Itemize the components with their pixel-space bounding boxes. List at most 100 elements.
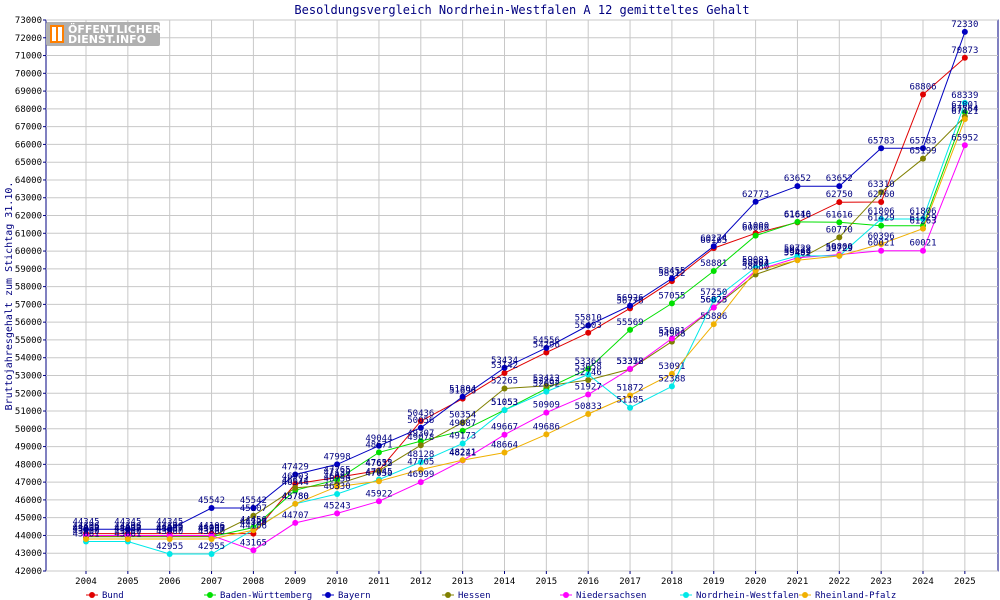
data-label: 61263 (909, 217, 936, 227)
data-label: 61429 (868, 214, 895, 224)
data-point (585, 411, 592, 418)
data-label: 60021 (909, 239, 936, 249)
data-label: 49686 (533, 422, 560, 432)
data-label: 46544 (282, 478, 309, 488)
x-tick-label: 2008 (243, 577, 265, 587)
data-label: 51696 (449, 387, 476, 397)
legend-marker (683, 592, 689, 598)
x-tick-label: 2007 (201, 577, 223, 587)
data-point (459, 419, 466, 426)
data-point (668, 335, 675, 342)
data-point (920, 215, 926, 222)
data-point (417, 459, 424, 466)
data-label: 53372 (617, 357, 644, 367)
data-point (501, 431, 508, 438)
data-point (208, 505, 215, 512)
data-label: 43937 (156, 525, 183, 535)
data-label: 46750 (324, 475, 351, 485)
data-point (375, 498, 382, 505)
data-label: 45780 (282, 492, 309, 502)
data-point (710, 304, 717, 311)
logo-text-line1: ÖFFENTLICHER (68, 23, 161, 36)
data-label: 49173 (449, 432, 476, 442)
data-point (836, 183, 843, 190)
chart-title: Besoldungsvergleich Nordrhein-Westfalen … (294, 3, 749, 17)
data-point (543, 344, 550, 351)
legend-label: Niedersachsen (576, 591, 646, 600)
data-point (83, 536, 89, 543)
data-label: 59622 (784, 246, 811, 256)
data-label: 54556 (533, 336, 560, 346)
series-line (86, 57, 966, 535)
data-label: 58455 (658, 267, 685, 277)
data-point (752, 267, 759, 274)
data-label: 51804 (449, 385, 476, 395)
axes: 42000 43000 44000 45000 46000 47000 48000 49000… (15, 16, 976, 587)
data-label: 63652 (826, 174, 853, 184)
y-tick-label: 65000 (15, 158, 42, 168)
data-label: 58680 (742, 263, 769, 273)
data-point (710, 267, 717, 274)
data-label: 56825 (700, 295, 727, 305)
data-label: 65199 (909, 147, 936, 157)
data-label: 61640 (784, 210, 811, 220)
data-point (585, 329, 592, 336)
series-lines (83, 28, 968, 558)
data-label: 44300 (240, 518, 267, 528)
x-tick-label: 2022 (828, 577, 850, 587)
data-label: 68806 (909, 83, 936, 93)
data-point (920, 225, 926, 232)
data-label: 60021 (868, 239, 895, 249)
y-tick-label: 46000 (15, 496, 42, 506)
x-tick-label: 2016 (577, 577, 599, 587)
data-point (752, 232, 759, 239)
data-label: 45922 (365, 489, 392, 499)
y-tick-label: 49000 (15, 443, 42, 453)
data-label: 48241 (449, 448, 476, 458)
y-tick-label: 59000 (15, 265, 42, 275)
data-point (124, 526, 131, 533)
data-label: 53364 (575, 357, 602, 367)
x-tick-label: 2004 (75, 577, 97, 587)
data-point (961, 116, 968, 123)
data-point (668, 300, 675, 307)
data-point (292, 519, 299, 526)
data-label: 63652 (784, 174, 811, 184)
data-point (501, 449, 508, 456)
site-logo[interactable]: ÖFFENTLICHER DIENST.INFO (46, 22, 161, 46)
data-label: 50833 (575, 402, 602, 412)
data-label: 59729 (826, 244, 853, 254)
data-label: 45107 (240, 504, 267, 514)
data-point (334, 483, 341, 490)
data-label: 53434 (491, 356, 518, 366)
series-line (86, 31, 966, 530)
legend-marker (802, 592, 808, 598)
data-label: 59729 (784, 244, 811, 254)
data-point (543, 388, 550, 395)
data-label: 47998 (324, 452, 351, 462)
data-point (166, 551, 173, 558)
data-label: 61806 (909, 207, 936, 217)
data-label: 53358 (617, 357, 644, 367)
data-label: 47130 (324, 468, 351, 478)
data-label: 44106 (114, 522, 141, 532)
logo-icon (50, 25, 64, 43)
data-label: 48671 (365, 440, 392, 450)
x-tick-label: 2011 (368, 577, 390, 587)
data-point (334, 461, 341, 468)
y-tick-label: 54000 (15, 354, 42, 364)
data-point (878, 189, 885, 196)
data-label: 61616 (784, 210, 811, 220)
data-label: 55403 (575, 321, 602, 331)
data-point (375, 467, 382, 474)
y-tick-label: 64000 (15, 176, 42, 186)
data-point (878, 241, 885, 248)
data-label: 46330 (324, 482, 351, 492)
y-tick-label: 67000 (15, 123, 42, 133)
data-point (375, 442, 382, 449)
data-point (627, 302, 634, 309)
data-point (961, 28, 968, 35)
data-label: 62750 (826, 190, 853, 200)
data-label: 60274 (700, 234, 727, 244)
